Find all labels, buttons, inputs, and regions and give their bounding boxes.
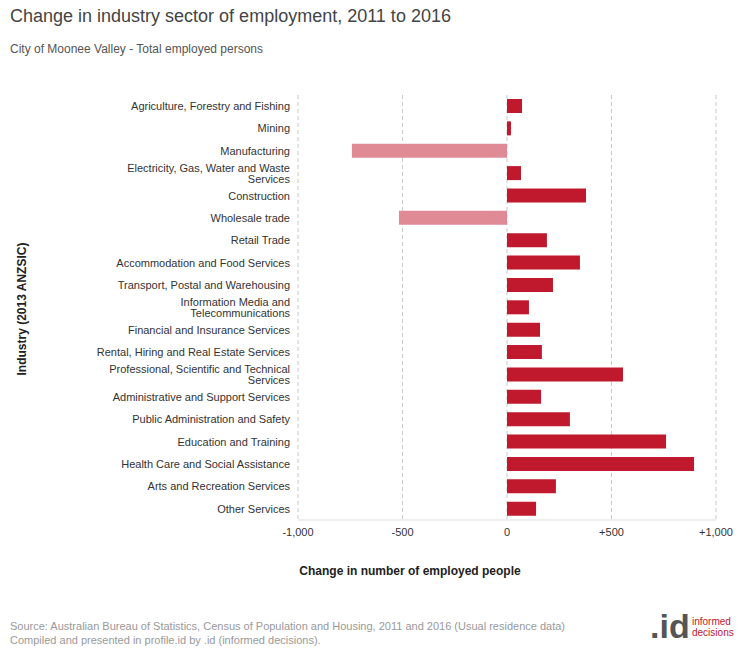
html-text:informed: informed — [692, 616, 731, 627]
svg-text:+500: +500 — [599, 526, 624, 538]
svg-text:Manufacturing: Manufacturing — [220, 145, 290, 157]
svg-text:Accommodation and Food Service: Accommodation and Food Services — [116, 257, 290, 269]
svg-text:+1,000: +1,000 — [699, 526, 732, 538]
svg-text:Rental, Hiring and Real Estate: Rental, Hiring and Real Estate Services — [97, 346, 291, 358]
html-text:Source: Australian Bureau of S: Source: Australian Bureau of Statistics,… — [10, 620, 565, 632]
html-text:.id: .id — [650, 607, 690, 645]
html-text:City of Moonee Valley - Total: City of Moonee Valley - Total employed p… — [10, 42, 263, 56]
svg-text:Professional, Scientific and T: Professional, Scientific and TechnicalSe… — [109, 363, 290, 386]
svg-text:Other Services: Other Services — [217, 503, 290, 515]
svg-text:Information Media andTelecommu: Information Media andTelecommunications — [181, 296, 291, 319]
svg-text:Health Care and Social Assista: Health Care and Social Assistance — [121, 458, 290, 470]
svg-text:Arts and Recreation Services: Arts and Recreation Services — [148, 480, 291, 492]
svg-text:Public Administration and Safe: Public Administration and Safety — [132, 413, 290, 425]
html-text:Compiled and presented in prof: Compiled and presented in profile.id by … — [10, 634, 321, 646]
html-text:Change in industry sector of e: Change in industry sector of employment,… — [10, 6, 451, 26]
html-text:Industry (2013 ANZSIC): Industry (2013 ANZSIC) — [15, 242, 29, 376]
svg-text:Transport, Postal and Warehous: Transport, Postal and Warehousing — [118, 279, 290, 291]
html-text:decisions: decisions — [692, 627, 734, 638]
svg-text:-500: -500 — [391, 526, 413, 538]
svg-text:0: 0 — [504, 526, 510, 538]
svg-text:Retail Trade: Retail Trade — [231, 234, 290, 246]
svg-text:Agriculture, Forestry and Fish: Agriculture, Forestry and Fishing — [131, 100, 290, 112]
svg-text:Construction: Construction — [228, 190, 290, 202]
svg-text:Wholesale trade: Wholesale trade — [211, 212, 291, 224]
html-text:Change in number of employed p: Change in number of employed people — [299, 564, 521, 578]
svg-text:Mining: Mining — [258, 122, 290, 134]
svg-text:Education and Training: Education and Training — [177, 436, 290, 448]
svg-text:Administrative and Support Ser: Administrative and Support Services — [113, 391, 291, 403]
svg-text:Electricity, Gas, Water and Wa: Electricity, Gas, Water and WasteService… — [127, 162, 290, 185]
svg-text:Financial and Insurance Servic: Financial and Insurance Services — [128, 324, 291, 336]
svg-text:-1,000: -1,000 — [282, 526, 313, 538]
